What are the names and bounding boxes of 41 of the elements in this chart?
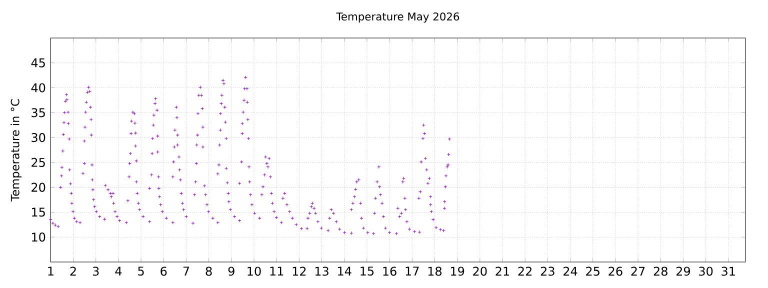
x-tick-label: 25: [586, 266, 600, 276]
x-tick-label: 13: [315, 266, 328, 276]
x-tick-label: 10: [248, 266, 261, 276]
x-tick-label: 12: [292, 266, 306, 276]
x-tick-label: 30: [699, 266, 713, 276]
y-tick-label: 45: [31, 58, 45, 68]
y-tick-label: 30: [32, 133, 46, 142]
x-tick-label: 28: [654, 266, 668, 276]
x-tick-label: 27: [631, 266, 645, 276]
x-tick-label: 5: [138, 266, 144, 276]
x-tick-label: 2: [70, 266, 76, 276]
x-tick-label: 6: [160, 266, 167, 276]
x-tick-label: 7: [183, 266, 190, 276]
x-tick-label: 16: [383, 266, 396, 276]
x-tick-label: 15: [360, 266, 374, 276]
x-tick-label: 3: [92, 266, 99, 276]
x-tick-label: 8: [206, 266, 212, 276]
y-tick-label: 10: [32, 232, 46, 242]
x-tick-label: 18: [428, 266, 442, 276]
y-tick-label: 20: [32, 182, 46, 192]
x-tick-label: 20: [473, 266, 487, 276]
y-axis-title: Temperature in °C: [10, 99, 22, 202]
x-tick-label: 14: [338, 266, 352, 276]
x-tick-label: 21: [496, 266, 510, 276]
y-tick-label: 15: [32, 208, 45, 217]
x-tick-label: 22: [518, 266, 532, 276]
y-tick-label: 25: [32, 158, 45, 167]
x-tick-label: 24: [563, 266, 578, 276]
x-tick-label: 9: [228, 266, 234, 276]
y-tick-label: 40: [31, 83, 46, 92]
y-tick-label: 35: [32, 108, 45, 118]
x-tick-label: 31: [722, 266, 735, 276]
chart-title: Temperature May 2026: [336, 12, 460, 23]
x-tick-label: 19: [450, 266, 464, 276]
x-tick-label: 1: [48, 266, 54, 276]
x-tick-label: 11: [270, 266, 284, 276]
x-tick-label: 29: [676, 266, 690, 276]
x-tick-label: 17: [406, 266, 419, 276]
x-tick-label: 4: [115, 266, 122, 276]
x-tick-label: 23: [540, 266, 554, 276]
x-tick-label: 26: [608, 266, 622, 276]
